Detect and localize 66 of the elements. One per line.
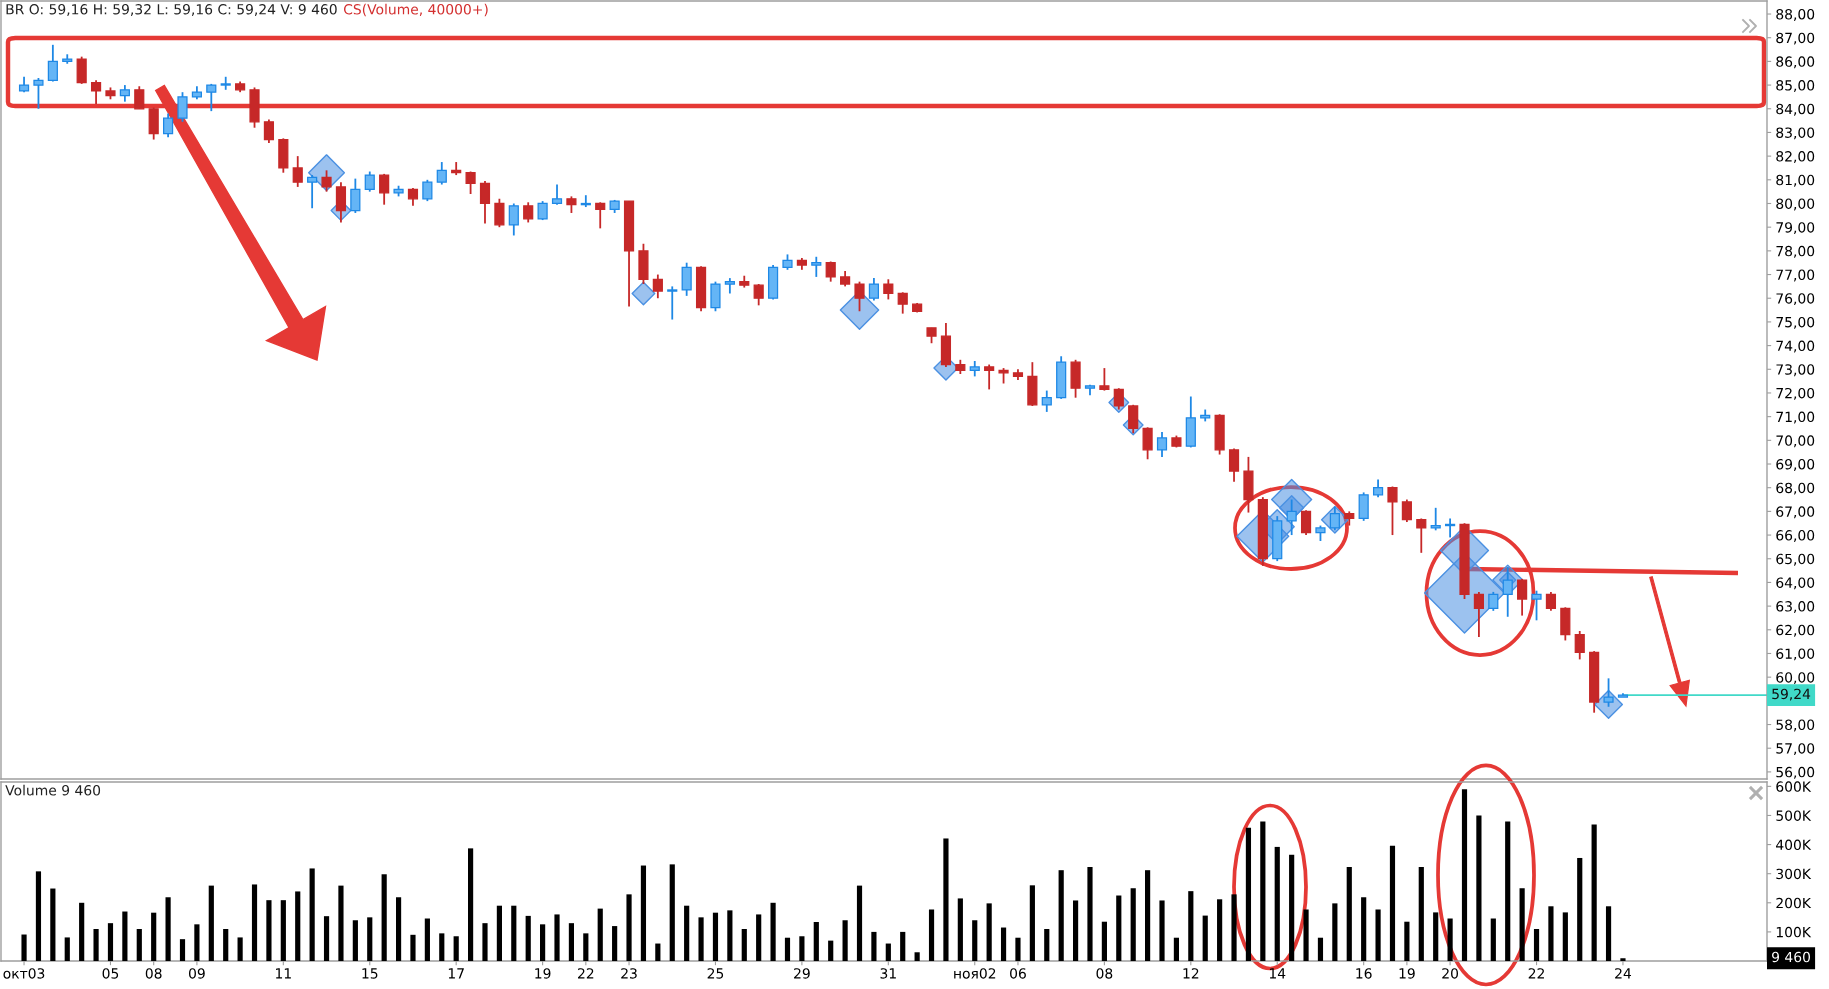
y-tick-label: 72,00 [1776,387,1815,400]
y-tick-label: 62,00 [1776,624,1815,637]
y-tick-label: 60,00 [1776,672,1815,685]
y-tick-label: 87,00 [1776,32,1815,45]
x-tick-label: 09 [188,968,205,979]
y-tick-label: 65,00 [1776,553,1815,566]
y-tick-label: 88,00 [1776,8,1815,21]
x-tick-label: 08 [1096,968,1113,979]
chart-title: Volume 9 460 [5,784,101,796]
y-tick-label: 83,00 [1776,127,1815,140]
y-tick-label: 63,00 [1776,601,1815,613]
x-tick-label: 29 [794,968,810,979]
chart-title: BR O: 59,16 H: 59,32 L: 59,16 C: 59,24 V: 9 460 [6,4,337,16]
y-tick-label: 74,00 [1776,340,1815,353]
y-tick-label: 68,00 [1776,482,1815,495]
y-tick-label: 81,00 [1776,174,1815,187]
y-tick-label: 79,00 [1776,222,1815,235]
y-tick-label: 64,00 [1776,577,1815,590]
y-tick-label: 78,00 [1776,245,1815,258]
y-tick-label: 56,00 [1776,766,1815,779]
y-tick-label: 500K [1776,810,1812,821]
y-tick-label: 73,00 [1776,364,1815,377]
x-tick-label: 19 [535,968,551,979]
y-tick-label: 67,00 [1776,506,1815,519]
x-tick-label: 14 [1269,968,1286,979]
x-tick-label: 20 [1442,968,1459,979]
ref-line-label: 59,24 [1772,688,1811,701]
y-tick-label: 200K [1776,897,1812,909]
y-tick-label: 80,00 [1776,198,1815,211]
x-tick-label: 16 [1356,968,1372,979]
y-tick-label: 100K [1776,926,1812,938]
x-tick-label: 23 [621,968,637,979]
y-tick-label: 400K [1776,839,1812,851]
x-tick-label: окт03 [3,968,45,979]
y-tick-label: 84,00 [1776,103,1815,116]
y-tick-label: 86,00 [1776,56,1815,69]
x-tick-label: 31 [880,968,896,979]
y-tick-label: 82,00 [1776,151,1815,164]
y-tick-label: 300K [1776,868,1812,880]
text: 9 460 [1772,951,1811,963]
y-tick-label: 76,00 [1776,293,1815,306]
y-tick-label: 71,00 [1776,411,1815,424]
y-tick-label: 85,00 [1776,80,1815,92]
x-tick-label: ноя02 [954,968,996,979]
x-tick-label: 05 [102,968,119,979]
x-tick-label: 15 [362,968,378,979]
y-tick-label: 66,00 [1776,530,1815,542]
y-tick-label: 77,00 [1776,269,1815,282]
y-tick-label: 70,00 [1776,435,1815,448]
chart-subtitle: CS(Volume, 40000+) [343,3,488,17]
x-tick-label: 11 [276,968,291,979]
y-tick-label: 69,00 [1776,458,1815,471]
x-tick-label: 12 [1183,968,1199,979]
x-tick-label: 06 [1010,968,1026,979]
x-tick-label: 22 [1528,968,1544,979]
x-tick-label: 22 [578,968,594,979]
x-tick-label: 17 [448,968,464,979]
x-tick-label: 19 [1399,968,1415,979]
y-tick-label: 58,00 [1776,719,1815,732]
x-tick-label: 08 [145,968,162,979]
y-tick-label: 75,00 [1776,316,1815,329]
x-tick-label: 24 [1615,968,1632,979]
x-tick-label: 25 [707,968,724,979]
y-tick-label: 61,00 [1776,648,1815,661]
y-tick-label: 57,00 [1776,743,1815,756]
y-tick-label: 600K [1776,781,1812,792]
